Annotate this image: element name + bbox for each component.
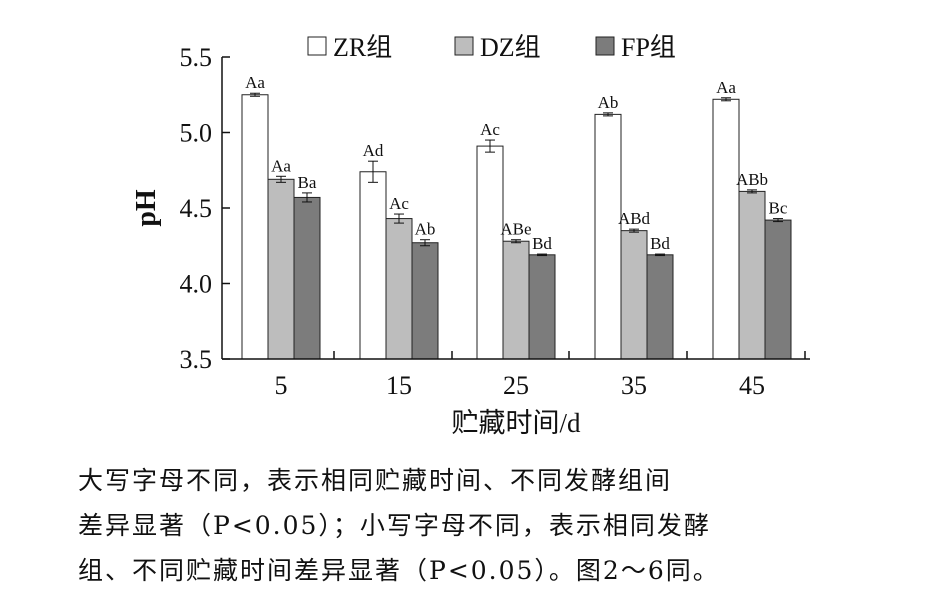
x-tick-label: 25 <box>503 371 529 400</box>
bar-3-5 <box>293 196 321 360</box>
y-tick-label: 5.5 <box>180 43 213 72</box>
significance-label: Ab <box>598 93 619 112</box>
y-tick-label: 4.0 <box>180 270 213 299</box>
significance-label: Aa <box>245 73 265 92</box>
significance-label: Bd <box>532 234 552 253</box>
bar-1-45 <box>712 98 740 360</box>
caption-line-1: 大写字母不同，表示相同贮藏时间、不同发酵组间 <box>78 466 673 495</box>
legend-swatch-1 <box>307 36 327 56</box>
significance-label: Aa <box>716 78 736 97</box>
y-axis-label: pH <box>131 189 162 227</box>
bar-3-35 <box>646 254 674 360</box>
legend-swatch-2 <box>454 36 474 56</box>
significance-label: Bc <box>769 199 788 218</box>
bar-2-45 <box>738 190 766 360</box>
bar-3-25 <box>528 254 556 360</box>
y-tick-label: 3.5 <box>180 345 213 374</box>
x-tick-label: 45 <box>739 371 765 400</box>
bar-2-15 <box>385 218 413 360</box>
y-tick-label: 4.5 <box>180 194 213 223</box>
significance-label: Bd <box>650 234 670 253</box>
bar-1-25 <box>476 145 504 360</box>
significance-label: Ab <box>415 220 436 239</box>
significance-label: Ba <box>298 173 317 192</box>
ph-bar-chart: ZR组 DZ组 FP组 AaAaBaAdAcAbAcABeBdAbABdBdAaAB… <box>131 33 810 438</box>
chart-legend: ZR组 DZ组 FP组 <box>307 33 676 62</box>
significance-label: Aa <box>271 156 291 175</box>
x-tick-label: 15 <box>386 371 412 400</box>
x-axis-label: 贮藏时间/d <box>451 408 581 438</box>
bar-2-35 <box>620 230 648 360</box>
bar-1-5 <box>241 94 269 360</box>
bar-3-15 <box>411 242 439 360</box>
legend-label-2: DZ组 <box>480 33 541 62</box>
legend-swatch-3 <box>595 36 615 56</box>
caption-line-2: 差异显著（P<0.05）；小写字母不同，表示相同发酵 <box>78 511 711 540</box>
y-tick-label: 5.0 <box>180 119 213 148</box>
significance-label: Ac <box>480 120 500 139</box>
significance-label: ABb <box>736 170 768 189</box>
y-ticks: 3.5 4.0 4.5 5.0 5.5 <box>180 43 230 374</box>
bar-2-5 <box>267 178 295 360</box>
significance-label: Ac <box>389 194 409 213</box>
legend-label-1: ZR组 <box>333 33 392 62</box>
legend-label-3: FP组 <box>621 33 676 62</box>
bar-1-15 <box>359 171 387 360</box>
figure-caption: 大写字母不同，表示相同贮藏时间、不同发酵组间 差异显著（P<0.05）；小写字母… <box>78 458 908 593</box>
bar-3-45 <box>764 219 792 360</box>
bar-2-25 <box>502 240 530 360</box>
significance-label: ABd <box>618 209 651 228</box>
bar-1-35 <box>594 113 622 360</box>
x-tick-label: 35 <box>621 371 647 400</box>
caption-line-3: 组、不同贮藏时间差异显著（P<0.05）。图2～6同。 <box>78 556 720 585</box>
significance-label: Ad <box>363 141 384 160</box>
x-ticks: 5 15 25 35 45 <box>275 351 806 400</box>
significance-label: ABe <box>500 220 531 239</box>
x-tick-label: 5 <box>275 371 288 400</box>
